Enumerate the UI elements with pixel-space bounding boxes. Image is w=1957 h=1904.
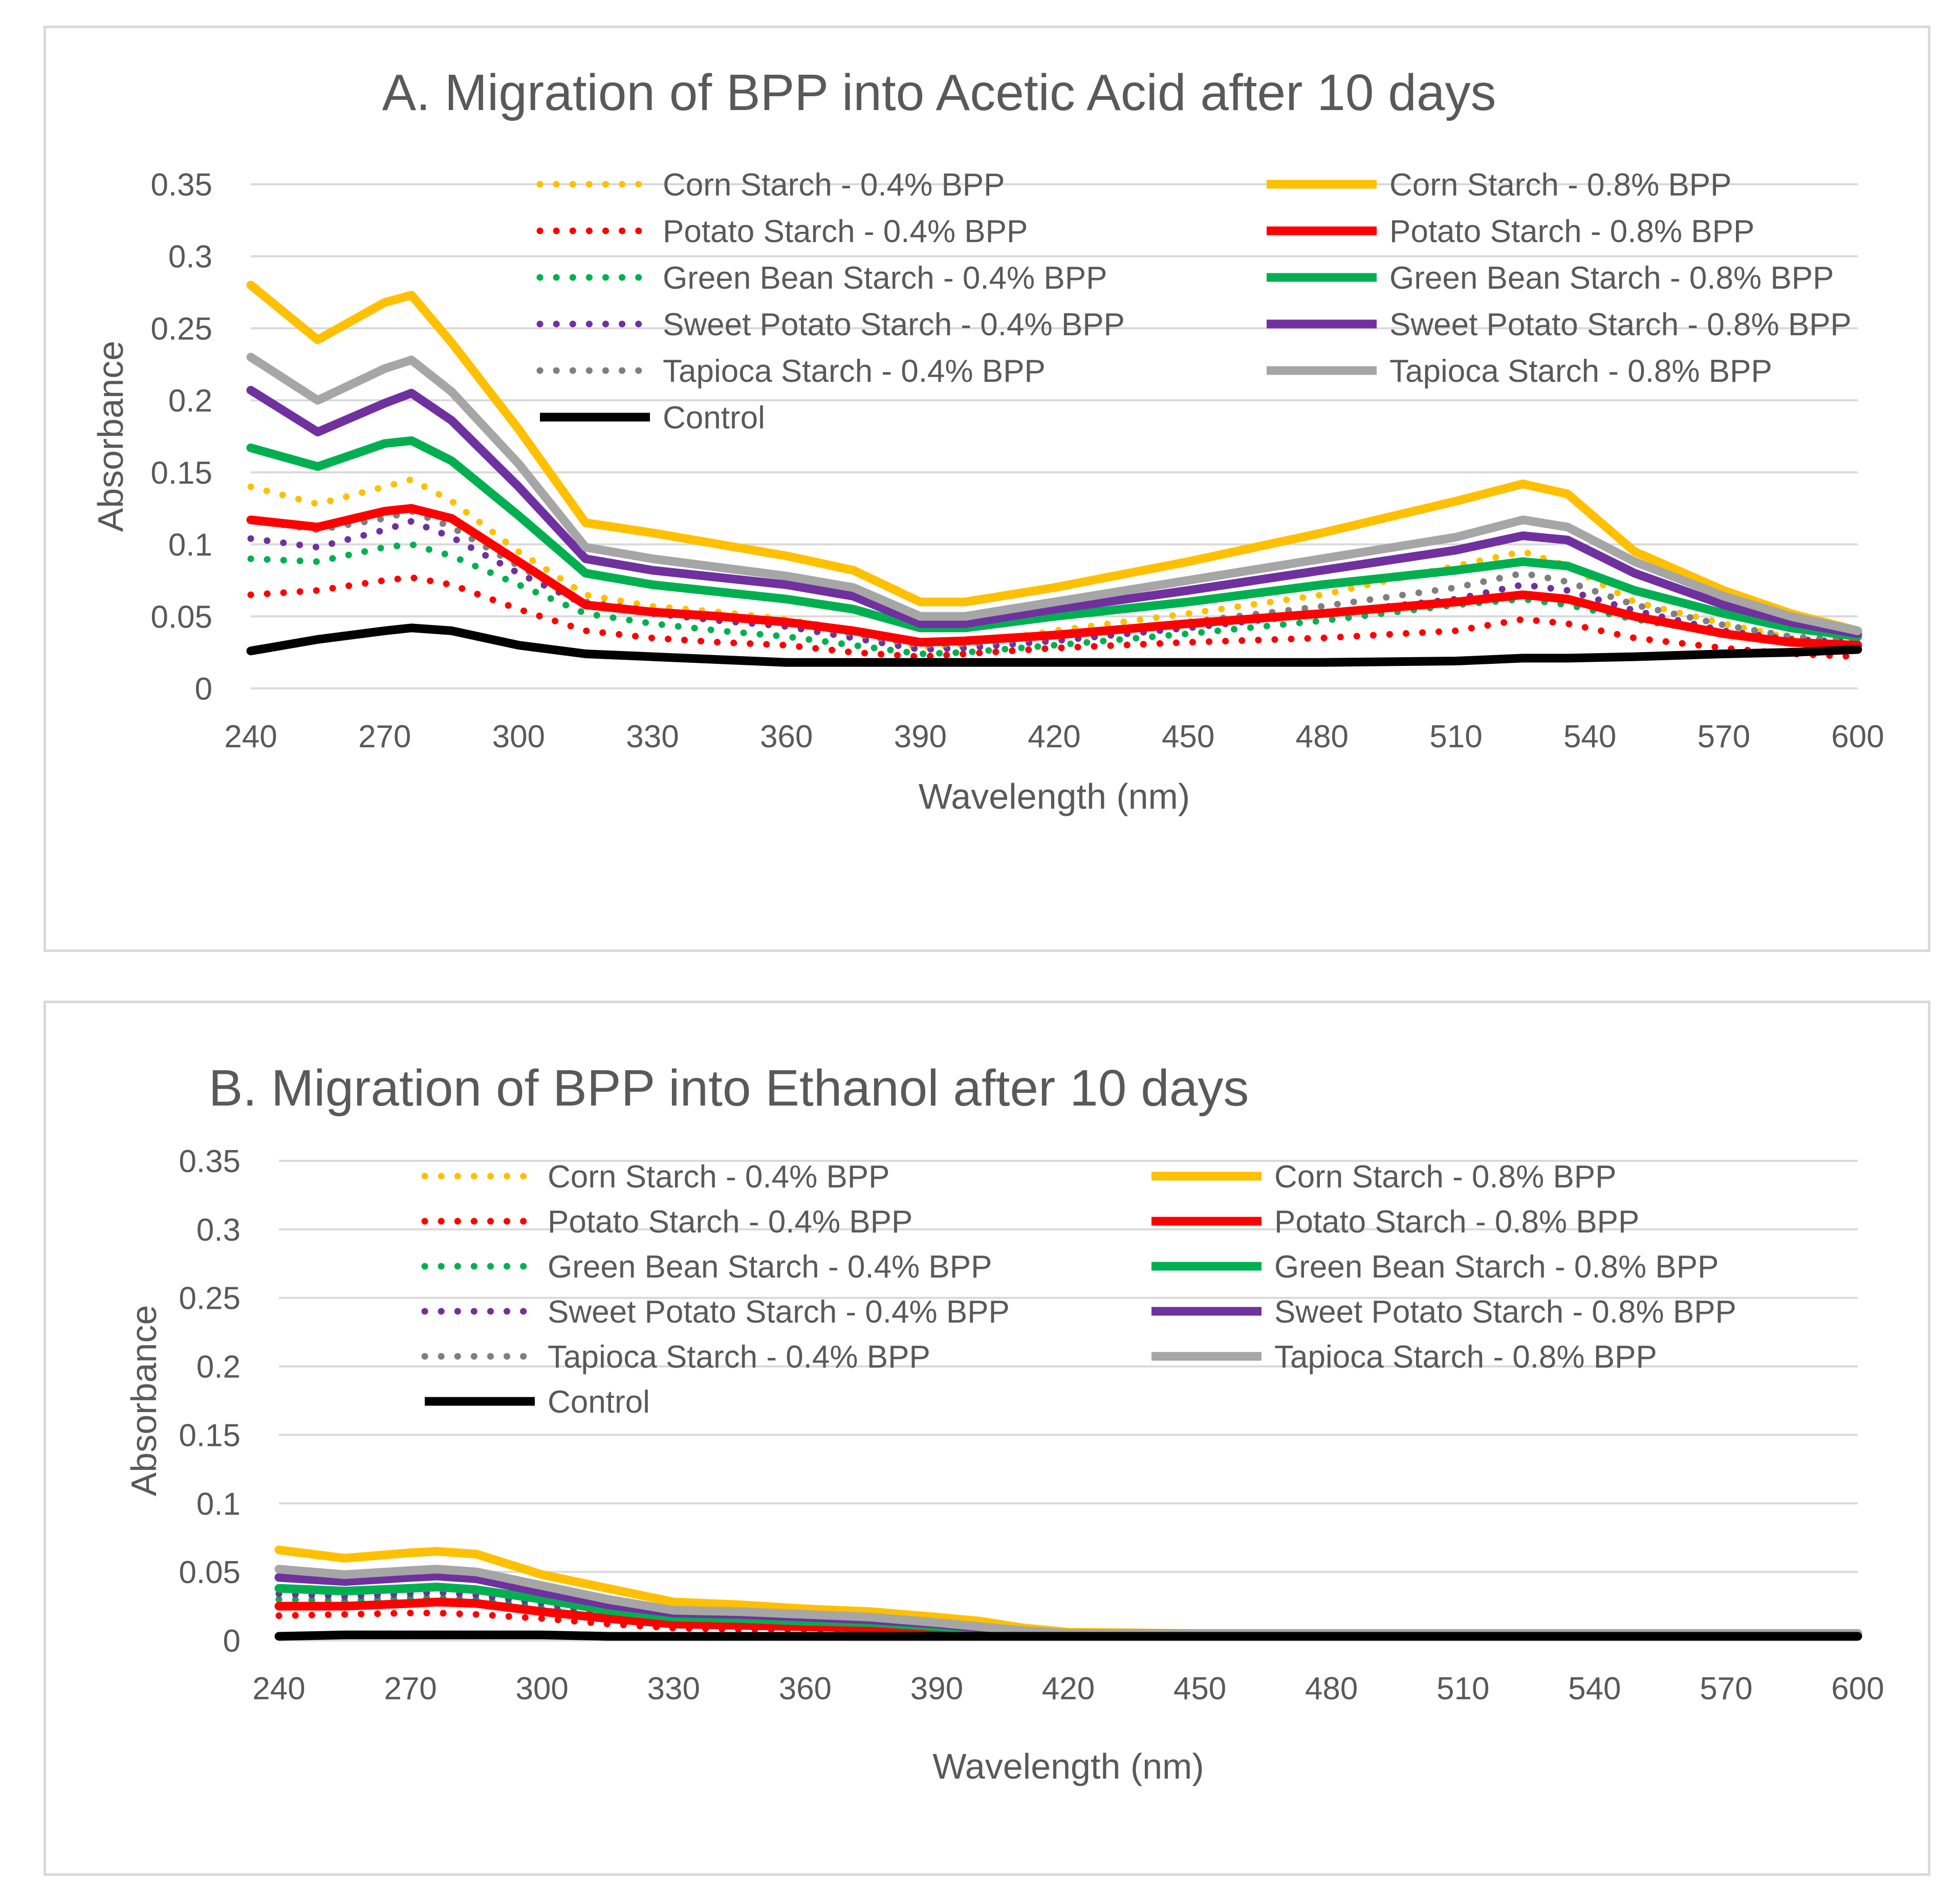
legend-label: Sweet Potato Starch - 0.4% BPP bbox=[663, 307, 1125, 342]
chart-b-panel: B. Migration of BPP into Ethanol after 1… bbox=[44, 1001, 1930, 1876]
legend-label: Tapioca Starch - 0.4% BPP bbox=[548, 1339, 930, 1375]
x-tick-label: 480 bbox=[1305, 1671, 1358, 1706]
x-tick-label: 330 bbox=[647, 1671, 700, 1706]
x-tick-label: 450 bbox=[1162, 719, 1214, 754]
legend-label: Corn Starch - 0.4% BPP bbox=[548, 1159, 890, 1195]
y-tick-label: 0.25 bbox=[150, 311, 212, 347]
legend-label: Green Bean Starch - 0.8% BPP bbox=[1274, 1249, 1719, 1285]
x-tick-label: 510 bbox=[1429, 719, 1482, 754]
x-tick-label: 390 bbox=[894, 719, 947, 754]
y-tick-label: 0.2 bbox=[168, 383, 212, 419]
legend-label: Potato Starch - 0.4% BPP bbox=[548, 1204, 912, 1240]
x-tick-label: 600 bbox=[1831, 1671, 1884, 1706]
series-line-tapioca-starch-0-8-bpp bbox=[246, 353, 1862, 635]
y-tick-label: 0.05 bbox=[179, 1555, 241, 1590]
x-tick-label: 420 bbox=[1042, 1671, 1095, 1706]
x-tick-label: 270 bbox=[384, 1671, 437, 1706]
chart-a-svg: A. Migration of BPP into Acetic Acid aft… bbox=[91, 64, 1884, 816]
chart-title: B. Migration of BPP into Ethanol after 1… bbox=[209, 1059, 1249, 1117]
x-tick-label: 480 bbox=[1296, 719, 1349, 754]
series-line-tapioca-starch-0-8-bpp bbox=[274, 1565, 1862, 1638]
y-tick-label: 0.25 bbox=[179, 1281, 241, 1316]
series-line-green-bean-starch-0-4-bpp bbox=[247, 541, 1861, 657]
legend-label: Sweet Potato Starch - 0.8% BPP bbox=[1389, 307, 1852, 342]
legend-label: Green Bean Starch - 0.4% BPP bbox=[663, 261, 1107, 296]
y-tick-label: 0 bbox=[223, 1624, 241, 1659]
x-tick-label: 600 bbox=[1831, 719, 1884, 754]
x-tick-label: 360 bbox=[779, 1671, 832, 1706]
legend-label: Corn Starch - 0.4% BPP bbox=[663, 167, 1005, 203]
y-tick-label: 0.2 bbox=[197, 1350, 241, 1385]
legend-label: Green Bean Starch - 0.8% BPP bbox=[1389, 261, 1834, 296]
y-axis-label: Absorbance bbox=[91, 341, 131, 532]
y-tick-label: 0 bbox=[195, 672, 212, 707]
x-tick-label: 540 bbox=[1563, 719, 1616, 754]
x-tick-label: 570 bbox=[1700, 1671, 1752, 1706]
x-tick-label: 300 bbox=[492, 719, 545, 754]
legend-label: Sweet Potato Starch - 0.8% BPP bbox=[1274, 1294, 1736, 1330]
x-tick-label: 390 bbox=[910, 1671, 963, 1706]
x-tick-label: 540 bbox=[1568, 1671, 1621, 1706]
series-line-potato-starch-0-8-bpp bbox=[246, 504, 1862, 650]
legend-label: Corn Starch - 0.8% BPP bbox=[1274, 1159, 1617, 1195]
chart-title: A. Migration of BPP into Acetic Acid aft… bbox=[382, 64, 1496, 121]
chart-a-panel: A. Migration of BPP into Acetic Acid aft… bbox=[44, 26, 1930, 952]
x-tick-label: 270 bbox=[358, 719, 411, 754]
legend-label: Tapioca Starch - 0.8% BPP bbox=[1389, 354, 1772, 389]
y-tick-label: 0.15 bbox=[179, 1418, 241, 1453]
legend-label: Potato Starch - 0.4% BPP bbox=[663, 214, 1028, 249]
legend-label: Control bbox=[663, 400, 765, 436]
x-axis-label: Wavelength (nm) bbox=[919, 776, 1190, 816]
x-tick-label: 240 bbox=[224, 719, 277, 754]
legend-label: Green Bean Starch - 0.4% BPP bbox=[548, 1249, 992, 1285]
series-line-control bbox=[274, 1630, 1862, 1641]
x-tick-label: 420 bbox=[1028, 719, 1080, 754]
legend-label: Sweet Potato Starch - 0.4% BPP bbox=[548, 1294, 1010, 1330]
y-tick-label: 0.35 bbox=[179, 1144, 241, 1179]
series-line-sweet-potato-starch-0-8-bpp bbox=[246, 385, 1862, 638]
chart-b-svg: B. Migration of BPP into Ethanol after 1… bbox=[124, 1059, 1884, 1786]
x-tick-label: 510 bbox=[1437, 1671, 1489, 1706]
legend-label: Control bbox=[548, 1384, 650, 1420]
x-tick-label: 570 bbox=[1698, 719, 1750, 754]
y-tick-label: 0.3 bbox=[197, 1213, 241, 1248]
legend-label: Potato Starch - 0.8% BPP bbox=[1389, 214, 1754, 249]
y-tick-label: 0.3 bbox=[168, 240, 212, 275]
x-axis-label: Wavelength (nm) bbox=[932, 1746, 1204, 1786]
legend-label: Tapioca Starch - 0.4% BPP bbox=[663, 354, 1046, 389]
legend-label: Potato Starch - 0.8% BPP bbox=[1274, 1204, 1639, 1240]
y-tick-label: 0.15 bbox=[150, 456, 212, 491]
legend-label: Tapioca Starch - 0.8% BPP bbox=[1274, 1339, 1657, 1375]
y-tick-label: 0.05 bbox=[150, 599, 212, 635]
legend-label: Corn Starch - 0.8% BPP bbox=[1389, 167, 1732, 203]
y-tick-label: 0.1 bbox=[168, 528, 212, 563]
y-tick-label: 0.1 bbox=[197, 1486, 241, 1522]
y-axis-label: Absorbance bbox=[124, 1305, 164, 1497]
series-line-control bbox=[246, 623, 1862, 667]
x-tick-label: 360 bbox=[760, 719, 813, 754]
x-tick-label: 450 bbox=[1173, 1671, 1226, 1706]
series-line-corn-starch-0-8-bpp bbox=[246, 280, 1862, 635]
x-tick-label: 330 bbox=[626, 719, 679, 754]
y-tick-label: 0.35 bbox=[150, 167, 212, 203]
x-tick-label: 240 bbox=[252, 1671, 305, 1706]
x-tick-label: 300 bbox=[515, 1671, 568, 1706]
